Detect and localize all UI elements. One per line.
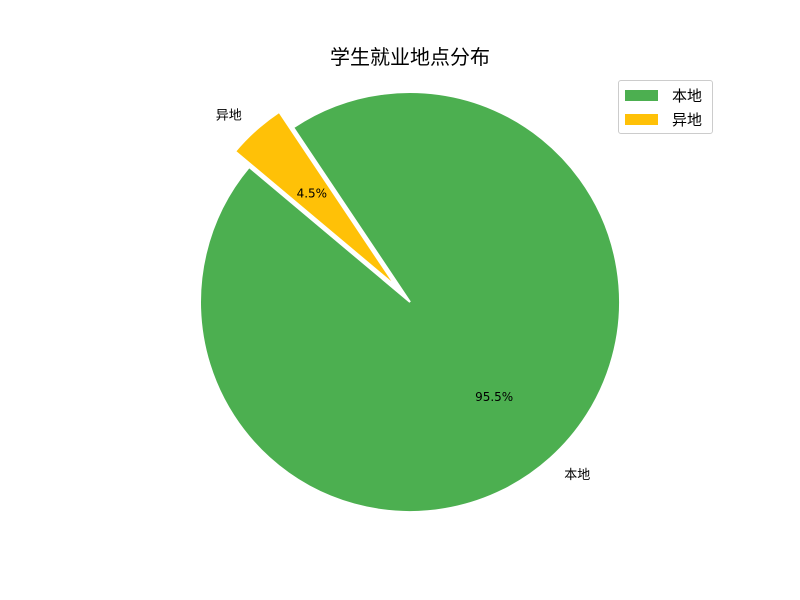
chart-title: 学生就业地点分布 bbox=[330, 45, 490, 69]
slice-label: 异地 bbox=[216, 108, 242, 123]
pie-slice-0 bbox=[199, 91, 621, 513]
legend-item-local: 本地 bbox=[625, 85, 702, 105]
slice-percent-label: 95.5% bbox=[475, 390, 513, 404]
pie-slice-1 bbox=[233, 110, 397, 288]
legend-swatch bbox=[625, 89, 658, 101]
legend-label: 本地 bbox=[672, 86, 703, 105]
legend-swatch bbox=[625, 113, 658, 125]
legend-label: 异地 bbox=[672, 110, 703, 129]
legend: 本地 异地 bbox=[618, 80, 713, 134]
legend-item-nonlocal: 异地 bbox=[625, 109, 702, 129]
slice-label: 本地 bbox=[564, 468, 590, 483]
slice-percent-label: 4.5% bbox=[297, 187, 328, 201]
